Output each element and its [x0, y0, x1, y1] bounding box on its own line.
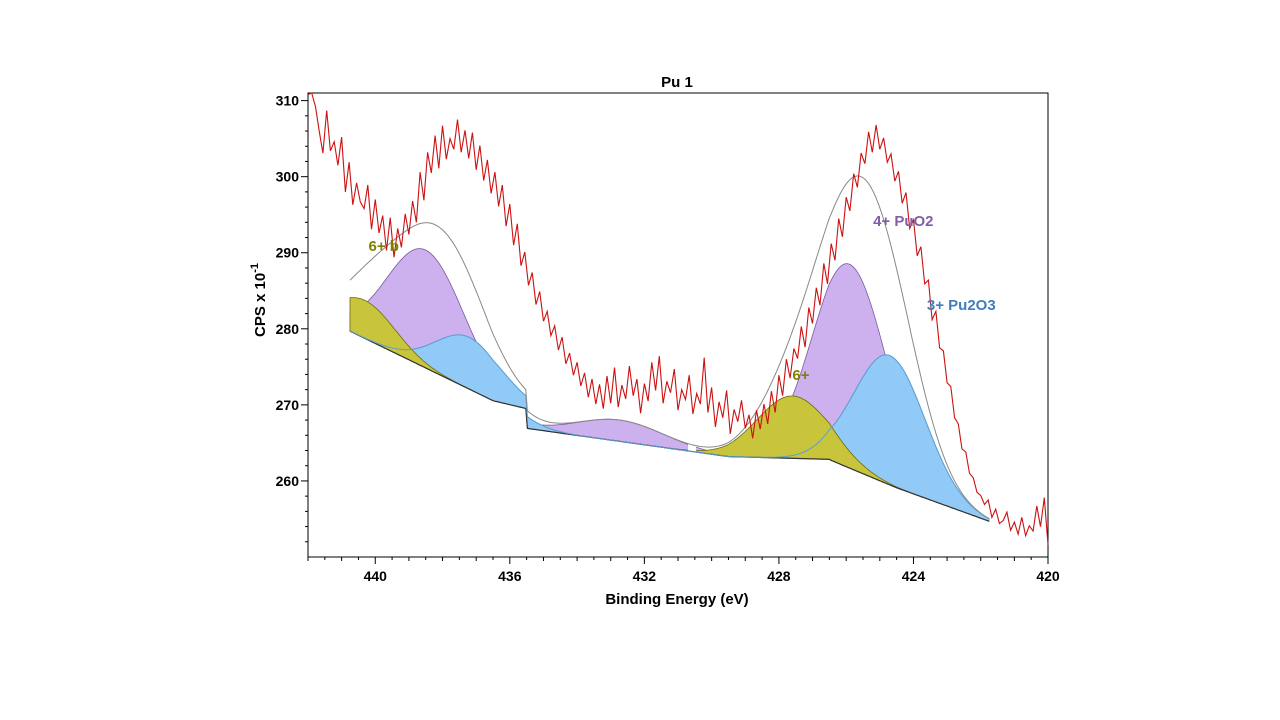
x-tick-label: 428	[767, 568, 791, 584]
y-tick-label: 300	[276, 169, 300, 185]
y-tick-label: 310	[276, 93, 300, 109]
x-tick-label: 424	[902, 568, 926, 584]
y-axis-title-base: CPS x 10	[252, 273, 269, 337]
x-tick-label: 436	[498, 568, 522, 584]
annotation-label: 6+	[792, 367, 809, 384]
y-axis-title: CPS x 10-1	[249, 263, 269, 337]
annotation-label: 4+ PuO2	[873, 213, 933, 230]
curve-lines	[307, 92, 1049, 545]
axis-ticks	[301, 100, 1049, 564]
y-axis-title-exponent: -1	[249, 263, 261, 273]
x-tick-label: 432	[633, 568, 657, 584]
x-tick-label: 440	[364, 568, 388, 584]
annotation-label: 6+ b	[369, 238, 399, 255]
pu3-outline	[349, 330, 990, 520]
annotations: 6+ b 4+ PuO2 3+ Pu2O3 6+	[369, 213, 996, 384]
tick-labels: 440 436 432 428 424 420 260 270 280 290 300 310	[276, 93, 1060, 584]
y-tick-label: 260	[276, 473, 300, 489]
envelope-line	[349, 175, 990, 520]
x-tick-label: 420	[1036, 568, 1060, 584]
gap-marker	[688, 433, 697, 459]
annotation-label: 3+ Pu2O3	[927, 297, 996, 314]
x-axis-title: Binding Energy (eV)	[605, 591, 748, 608]
chart-title: Pu 1	[661, 74, 693, 91]
raw-data-line	[307, 92, 1049, 545]
y-tick-label: 290	[276, 245, 300, 261]
y-tick-label: 270	[276, 397, 300, 413]
y-tick-label: 280	[276, 321, 300, 337]
